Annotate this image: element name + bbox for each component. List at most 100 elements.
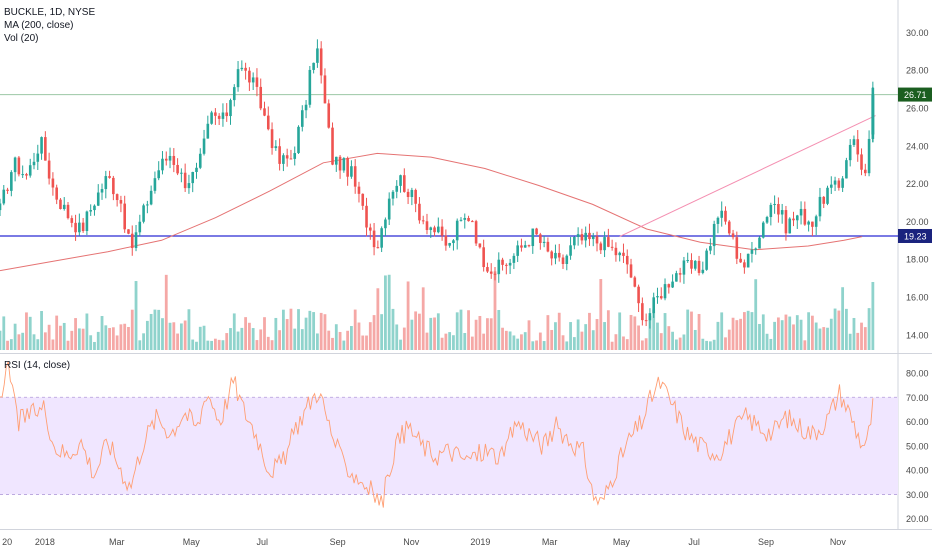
- volume-bar: [614, 334, 618, 350]
- volume-bar: [852, 317, 856, 350]
- candle-body: [59, 199, 62, 210]
- candle-body: [437, 226, 440, 233]
- volume-bar: [429, 317, 433, 350]
- candle-body: [520, 245, 523, 248]
- candle-body: [686, 260, 690, 262]
- candle-body: [512, 255, 516, 263]
- volume-bar: [244, 317, 248, 350]
- candle-body: [697, 260, 701, 273]
- volume-bar: [826, 327, 829, 350]
- volume-bar: [236, 331, 240, 350]
- volume-bar: [149, 313, 153, 350]
- candle-body: [614, 247, 618, 256]
- candle-body: [157, 170, 161, 179]
- candle-body: [112, 177, 115, 195]
- candle-body: [641, 303, 644, 321]
- time-tick-label: Nov: [830, 537, 847, 547]
- candle-body: [331, 127, 334, 165]
- candle-body: [32, 161, 36, 166]
- volume-bar: [134, 281, 138, 350]
- candle-body: [297, 126, 300, 154]
- volume-bar: [168, 322, 172, 350]
- candle-body: [848, 144, 852, 161]
- candle-body: [244, 67, 247, 71]
- candle-body: [720, 210, 724, 218]
- volume-bar: [542, 341, 546, 350]
- volume-bar: [195, 341, 198, 350]
- candle-body: [682, 260, 686, 275]
- candle-body: [731, 233, 735, 238]
- candle-body: [693, 260, 697, 269]
- candle-body: [293, 153, 297, 159]
- volume-bar: [580, 331, 584, 350]
- candle-body: [845, 160, 848, 179]
- time-tick-label: Jul: [688, 537, 700, 547]
- volume-bar: [312, 312, 316, 350]
- volume-bar: [867, 308, 871, 350]
- rsi-line: [0, 361, 874, 508]
- volume-bar: [455, 312, 459, 350]
- volume-bar: [93, 341, 96, 350]
- rsi-band: [0, 397, 898, 495]
- candle-body: [455, 220, 459, 241]
- volume-bar: [516, 338, 520, 350]
- volume-bar: [36, 339, 40, 350]
- candle-body: [448, 243, 451, 246]
- volume-bar: [501, 327, 504, 350]
- candle-body: [576, 234, 580, 237]
- candle-body: [369, 227, 372, 231]
- volume-bar: [368, 322, 372, 350]
- price-tick-label: 28.00: [906, 66, 929, 76]
- volume-bar: [629, 314, 633, 350]
- candle-body: [867, 138, 871, 174]
- volume-bar: [293, 328, 297, 350]
- candle-body: [300, 110, 304, 127]
- candle-body: [217, 115, 221, 119]
- volume-bar: [221, 340, 225, 350]
- volume-bar: [829, 318, 833, 350]
- volume-bar: [731, 317, 735, 350]
- candle-body: [410, 189, 414, 197]
- volume-bar: [187, 309, 191, 350]
- candle-body: [852, 139, 856, 145]
- candle-body: [338, 156, 342, 171]
- volume-bar: [342, 340, 346, 350]
- candle-body: [531, 228, 535, 247]
- volume-bar: [357, 322, 361, 350]
- volume-bar: [618, 312, 622, 350]
- volume-bar: [281, 309, 285, 350]
- legend: BUCKLE, 1D, NYSE MA (200, close) Vol (20…: [4, 6, 95, 45]
- volume-bar: [705, 340, 708, 350]
- candle-body: [47, 160, 51, 179]
- volume-bar: [845, 308, 848, 350]
- volume-bar: [648, 315, 652, 350]
- volume-bar: [402, 327, 406, 350]
- candle-body: [425, 221, 429, 230]
- volume-bar: [720, 312, 724, 350]
- volume-bar: [712, 339, 716, 350]
- candles: [0, 39, 875, 329]
- trendline: [619, 115, 876, 238]
- candle-body: [70, 218, 74, 223]
- volume-bar: [278, 330, 282, 350]
- candle-body: [777, 204, 780, 215]
- volume-bar: [773, 321, 777, 350]
- candle-body: [380, 228, 383, 248]
- volume-bar: [255, 340, 259, 350]
- candle-body: [433, 227, 436, 233]
- volume-bar: [391, 308, 395, 350]
- volume-bar: [659, 333, 663, 350]
- candle-body: [780, 210, 784, 215]
- volume-bar: [792, 324, 795, 350]
- candle-body: [248, 70, 251, 83]
- volume-bar: [678, 337, 682, 350]
- volume-indicator-label: Vol (20): [4, 33, 39, 44]
- candle-body: [55, 187, 58, 200]
- volume-bar: [527, 320, 531, 350]
- volume-bar: [9, 339, 13, 350]
- candle-body: [837, 180, 841, 188]
- volume-bar: [572, 337, 576, 350]
- candle-body: [709, 246, 712, 251]
- candle-body: [856, 139, 860, 155]
- candle-body: [183, 172, 187, 189]
